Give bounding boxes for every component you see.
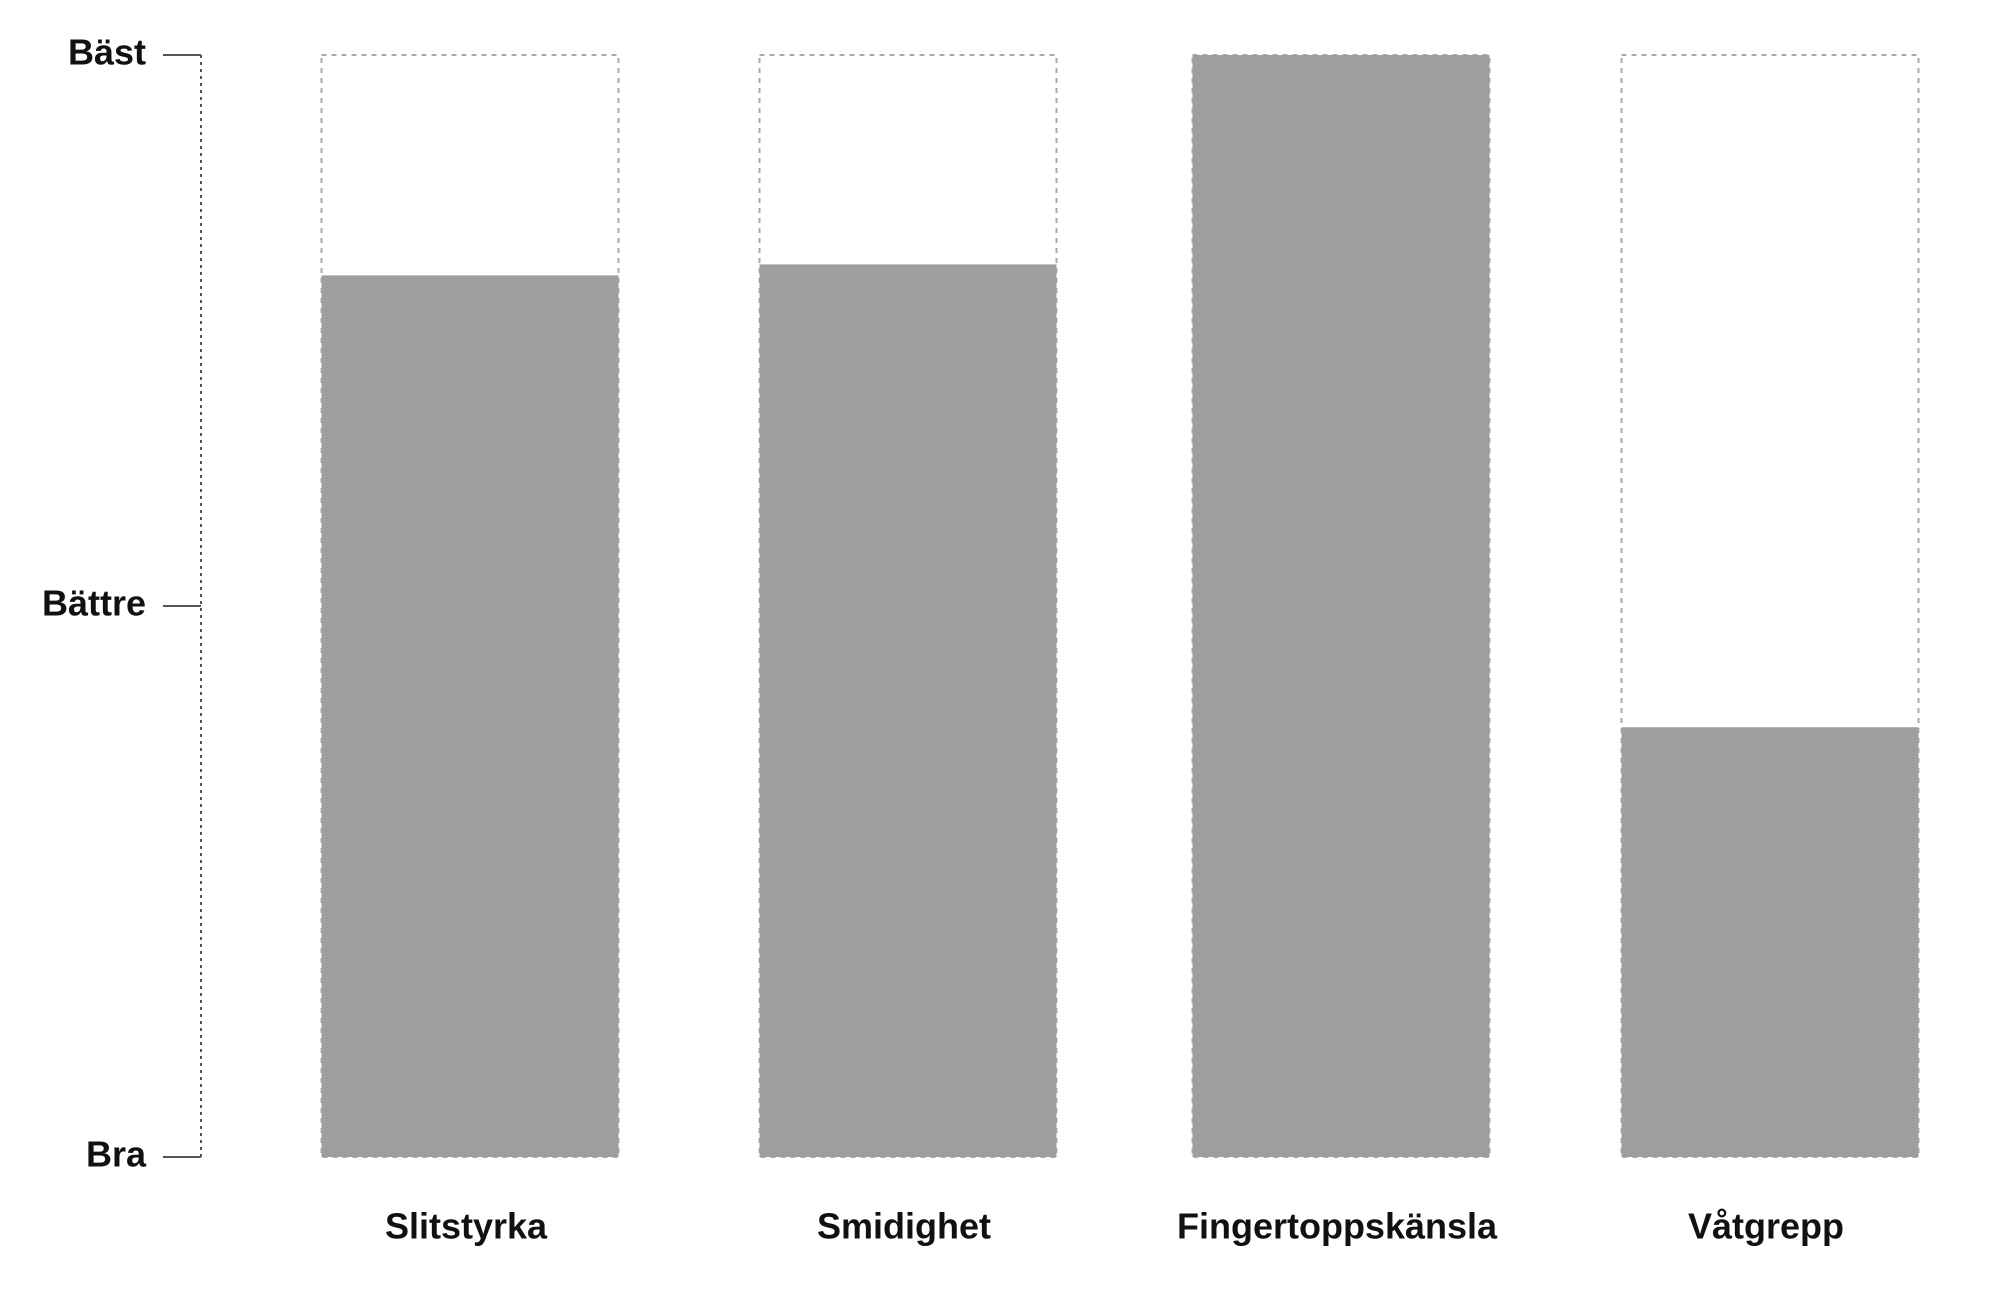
bar	[1621, 727, 1919, 1157]
y-tick-label: Bättre	[42, 583, 146, 624]
x-tick-label: Slitstyrka	[385, 1206, 548, 1247]
y-tick-label: Bra	[86, 1134, 147, 1175]
x-tick-label: Smidighet	[817, 1206, 991, 1247]
bar	[1192, 55, 1490, 1157]
bar	[321, 275, 619, 1157]
x-tick-label: Fingertoppskänsla	[1177, 1206, 1498, 1247]
x-tick-label: Våtgrepp	[1688, 1206, 1844, 1247]
bar	[759, 264, 1057, 1157]
y-tick-label: Bäst	[68, 32, 146, 73]
